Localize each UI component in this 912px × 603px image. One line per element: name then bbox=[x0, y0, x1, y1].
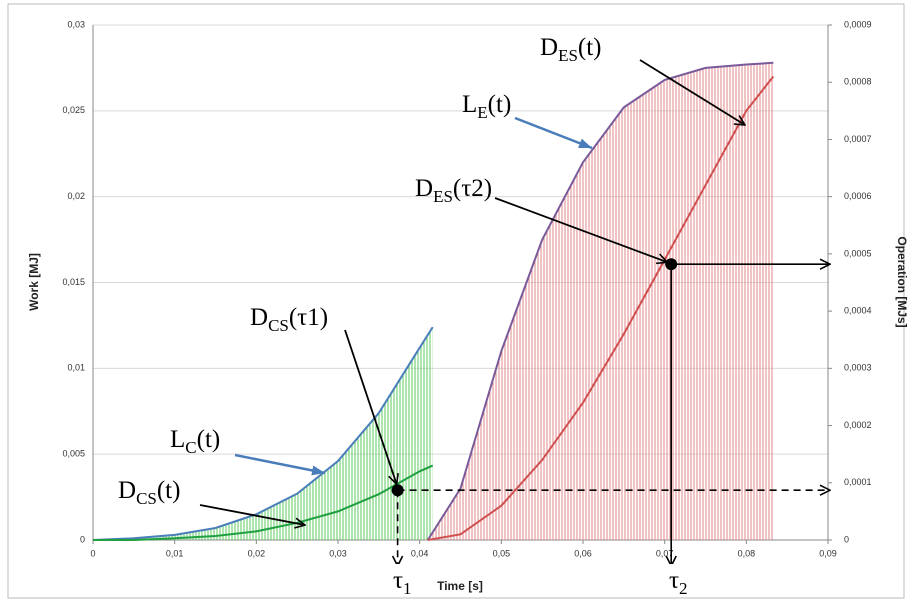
annotation-tail: (t) bbox=[197, 426, 221, 453]
annotation-base: D bbox=[415, 175, 433, 202]
series-line bbox=[427, 75, 775, 541]
y-tick-label: 0 bbox=[80, 534, 85, 544]
y-tick-label: 0,03 bbox=[67, 19, 85, 29]
series-line bbox=[426, 61, 774, 541]
series-line bbox=[93, 464, 434, 541]
annotation: DCS(τ1) bbox=[250, 304, 328, 335]
y2-tick-label: 0,0004 bbox=[844, 305, 872, 315]
annotation-base: L bbox=[462, 91, 477, 118]
y2-tick-label: 0,0008 bbox=[844, 77, 872, 87]
y-tick-label: 0,02 bbox=[67, 191, 85, 201]
y2-tick-label: 0,0007 bbox=[844, 134, 872, 144]
annotation-tail: (τ1) bbox=[289, 304, 328, 331]
annotation-base: τ bbox=[393, 567, 403, 594]
x-tick-label: 0,08 bbox=[738, 548, 756, 558]
x-tick-label: 0,06 bbox=[574, 548, 592, 558]
y2-tick-label: 0,0003 bbox=[844, 363, 872, 373]
annotation-sub: ES bbox=[558, 46, 578, 65]
annotation-arrow bbox=[514, 116, 593, 150]
x-tick-label: 0,02 bbox=[248, 548, 266, 558]
annotation-tail: (τ2) bbox=[453, 175, 492, 202]
annotation-sub: 1 bbox=[403, 579, 412, 598]
x-tick-label: 0 bbox=[90, 548, 95, 558]
annotation-tail: (t) bbox=[578, 34, 602, 61]
y-tick-label: 0,005 bbox=[62, 449, 85, 459]
annotation-arrow bbox=[234, 453, 326, 476]
y-tick-label: 0,01 bbox=[67, 363, 85, 373]
annotation-sub: CS bbox=[268, 316, 289, 335]
annotation-base: τ bbox=[669, 567, 679, 594]
x-tick-label: 0,03 bbox=[329, 548, 347, 558]
annotation-sub: CS bbox=[136, 489, 157, 508]
y-tick-label: 0,015 bbox=[62, 277, 85, 287]
x-tick-label: 0,05 bbox=[493, 548, 511, 558]
annotation: DES(τ2) bbox=[415, 175, 492, 206]
x-axis-title: Time [s] bbox=[437, 579, 483, 593]
y-tick-label: 0,025 bbox=[62, 105, 85, 115]
area bbox=[427, 62, 774, 541]
annotation-arrow bbox=[494, 197, 667, 262]
y-axis-title: Work [MJ] bbox=[27, 253, 41, 311]
y2-tick-label: 0 bbox=[844, 534, 849, 544]
annotation-base: D bbox=[118, 477, 136, 504]
series-line bbox=[92, 326, 434, 541]
annotation: LC(t) bbox=[170, 426, 220, 457]
x-tick-label: 0,04 bbox=[411, 548, 429, 558]
label-bg bbox=[663, 564, 695, 596]
annotation-sub: 2 bbox=[679, 579, 688, 598]
x-tick-label: 0,07 bbox=[656, 548, 674, 558]
annotation: DCS(t) bbox=[118, 477, 180, 508]
annotation: LE(t) bbox=[462, 91, 511, 122]
y2-tick-label: 0,0006 bbox=[844, 191, 872, 201]
annotation-sub: ES bbox=[433, 187, 453, 206]
label-bg bbox=[387, 564, 419, 596]
y2-tick-label: 0,0002 bbox=[844, 420, 872, 430]
annotation-base: L bbox=[170, 426, 185, 453]
annotation: τ1 bbox=[393, 567, 412, 598]
area bbox=[93, 327, 433, 540]
annotation-sub: C bbox=[185, 438, 196, 457]
annotation-arrow bbox=[199, 504, 305, 525]
y2-tick-label: 0,0001 bbox=[844, 477, 872, 487]
annotation-arrow bbox=[639, 59, 745, 125]
annotation-base: D bbox=[250, 304, 268, 331]
annotation: DES(t) bbox=[540, 34, 602, 65]
y2-tick-label: 0,0005 bbox=[844, 248, 872, 258]
x-tick-label: 0,01 bbox=[166, 548, 184, 558]
y2-axis-title: Operation [MJs] bbox=[895, 236, 909, 327]
annotation-tail: (t) bbox=[157, 477, 181, 504]
annotation-arrow bbox=[344, 329, 397, 484]
x-tick-label: 0,09 bbox=[819, 548, 837, 558]
point bbox=[665, 258, 678, 271]
point bbox=[391, 484, 404, 497]
annotation-tail: (t) bbox=[488, 91, 512, 118]
annotation-base: D bbox=[540, 34, 558, 61]
y2-tick-label: 0,0009 bbox=[844, 19, 872, 29]
annotation: τ2 bbox=[669, 567, 688, 598]
annotation-sub: E bbox=[477, 103, 487, 122]
